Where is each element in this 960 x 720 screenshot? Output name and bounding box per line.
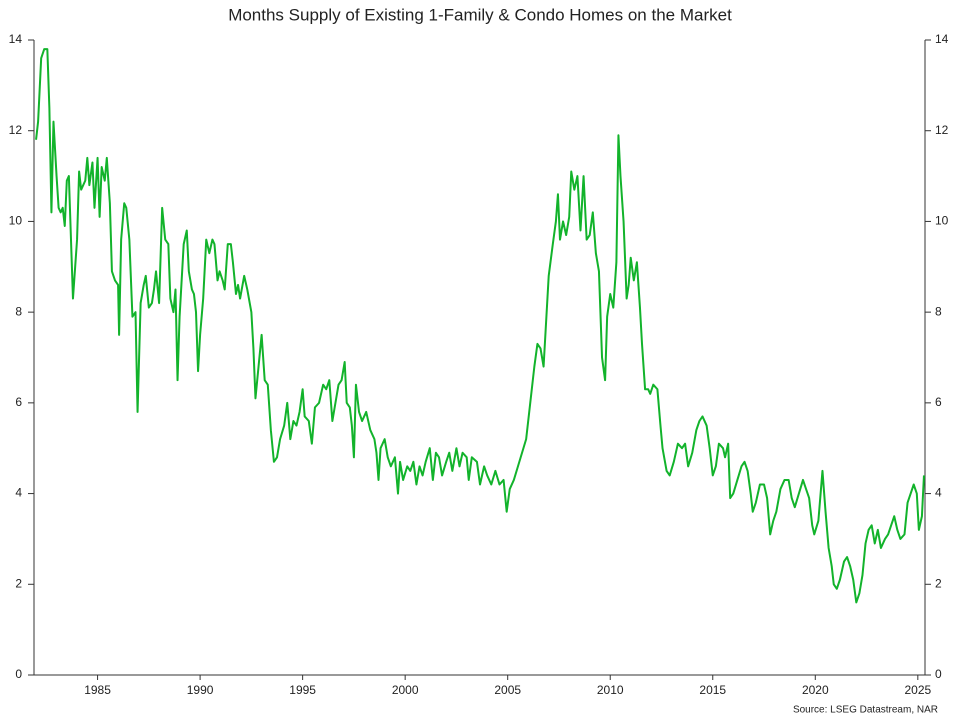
y2-tick-label: 14 — [935, 32, 949, 46]
y2-tick-label: 4 — [935, 486, 942, 500]
x-tick-label: 2010 — [597, 683, 624, 697]
y-tick-label: 14 — [9, 32, 23, 46]
x-tick-label: 2020 — [802, 683, 829, 697]
y2-tick-label: 6 — [935, 395, 942, 409]
y-tick-label: 8 — [15, 304, 22, 318]
chart-title: Months Supply of Existing 1-Family & Con… — [228, 5, 732, 24]
y-tick-label: 2 — [15, 576, 22, 590]
y-tick-label: 12 — [9, 123, 23, 137]
x-tick-label: 2000 — [392, 683, 419, 697]
y-tick-label: 6 — [15, 395, 22, 409]
x-tick-label: 1985 — [84, 683, 111, 697]
x-tick-label: 1990 — [187, 683, 214, 697]
y2-tick-label: 12 — [935, 123, 949, 137]
x-tick-label: 2025 — [904, 683, 931, 697]
y2-tick-label: 8 — [935, 304, 942, 318]
y2-tick-label: 10 — [935, 214, 949, 228]
y-tick-label: 10 — [9, 214, 23, 228]
x-tick-label: 2005 — [494, 683, 521, 697]
x-tick-label: 1995 — [289, 683, 316, 697]
y2-tick-label: 0 — [935, 667, 942, 681]
y-tick-label: 4 — [15, 486, 22, 500]
y-tick-label: 0 — [15, 667, 22, 681]
data-line — [35, 48, 925, 604]
x-tick-label: 2015 — [699, 683, 726, 697]
y2-tick-label: 2 — [935, 576, 942, 590]
source-note: Source: LSEG Datastream, NAR — [793, 705, 938, 716]
